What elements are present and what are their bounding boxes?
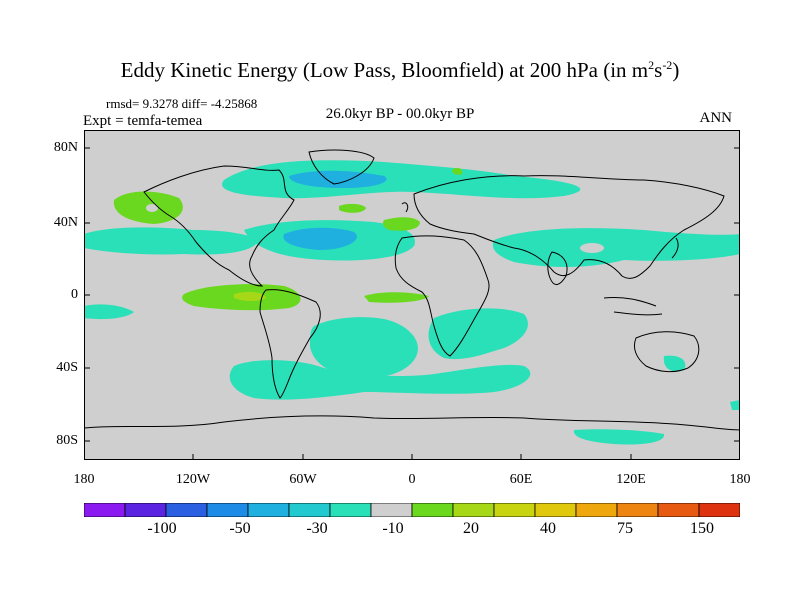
india-outline — [547, 251, 568, 285]
antarctica-outline — [84, 415, 740, 431]
anomaly-fields — [84, 160, 740, 445]
teal-region — [428, 308, 528, 360]
colorbar-swatch — [411, 503, 454, 517]
colorbar-swatch — [534, 503, 577, 517]
lon-label: 60E — [509, 472, 533, 487]
lon-label: 120W — [175, 472, 211, 487]
japan-outline — [671, 237, 679, 259]
lon-label: 0 — [408, 472, 416, 487]
eurasia-outline — [413, 175, 725, 279]
gray-hole — [146, 204, 158, 212]
lon-label: 180 — [729, 472, 751, 487]
season-label: ANN — [699, 110, 733, 126]
teal-region — [730, 400, 740, 410]
teal-region — [663, 355, 686, 372]
colorbar-swatch — [84, 503, 126, 517]
coastlines — [84, 149, 740, 431]
green-region — [339, 203, 366, 213]
teal-region — [222, 160, 581, 199]
teal-region — [229, 360, 531, 400]
gray-hole — [580, 243, 604, 253]
green-region — [452, 167, 463, 175]
indonesia-outline — [603, 297, 663, 316]
experiment-label: Expt = temfa-temea — [83, 113, 203, 129]
lon-label: 120E — [616, 472, 646, 487]
colorbar-swatch — [165, 503, 208, 517]
colorbar-swatch — [329, 503, 372, 517]
colorbar-swatch — [124, 503, 167, 517]
green-region — [382, 217, 420, 231]
colorbar-swatch — [247, 503, 290, 517]
colorbar-label: 20 — [463, 520, 479, 537]
teal-region — [310, 317, 418, 379]
blue-region — [283, 227, 357, 250]
lat-label: 40N — [53, 215, 78, 230]
colorbar-swatch — [206, 503, 249, 517]
stats-label: rmsd= 9.3278 diff= -4.25868 — [106, 96, 258, 111]
colorbar-swatch — [657, 503, 700, 517]
colorbar-swatch — [575, 503, 618, 517]
lat-label: 0 — [71, 287, 78, 302]
greenland-outline — [308, 149, 375, 185]
lon-label: 180 — [73, 472, 95, 487]
africa-outline — [394, 235, 490, 357]
colorbar-swatch — [288, 503, 331, 517]
teal-region — [84, 227, 259, 255]
colorbar-swatch — [452, 503, 495, 517]
colorbar-label: 150 — [690, 520, 714, 537]
green-region — [364, 292, 429, 303]
lon-label: 60W — [289, 472, 317, 487]
teal-region — [84, 304, 134, 320]
south-america-outline — [259, 289, 321, 399]
colorbar-label: 40 — [540, 520, 556, 537]
colorbar-label: -100 — [147, 520, 177, 537]
lat-label: 80N — [53, 140, 78, 155]
teal-region — [492, 228, 740, 267]
period-label: 26.0kyr BP - 00.0kyr BP — [325, 106, 475, 122]
colorbar-swatch — [493, 503, 536, 517]
yellow-green-region — [234, 291, 266, 301]
colorbar — [84, 503, 740, 517]
chart-title: Eddy Kinetic Energy (Low Pass, Bloomfiel… — [120, 58, 680, 82]
colorbar-swatch — [616, 503, 659, 517]
uk-outline — [401, 202, 409, 213]
colorbar-label: 75 — [617, 520, 633, 537]
colorbar-swatch — [698, 503, 740, 517]
lat-label: 40S — [56, 360, 78, 375]
teal-region — [573, 429, 665, 445]
colorbar-swatch — [370, 503, 413, 517]
north-america-outline — [143, 165, 295, 287]
axis-ticks — [84, 147, 740, 460]
australia-outline — [633, 331, 700, 373]
colorbar-label: -10 — [382, 520, 404, 537]
lat-label: 80S — [56, 433, 78, 448]
colorbar-label: -30 — [306, 520, 328, 537]
blue-region — [289, 170, 387, 188]
colorbar-swatches — [84, 503, 740, 517]
map-panel — [84, 130, 740, 460]
colorbar-label: -50 — [229, 520, 251, 537]
